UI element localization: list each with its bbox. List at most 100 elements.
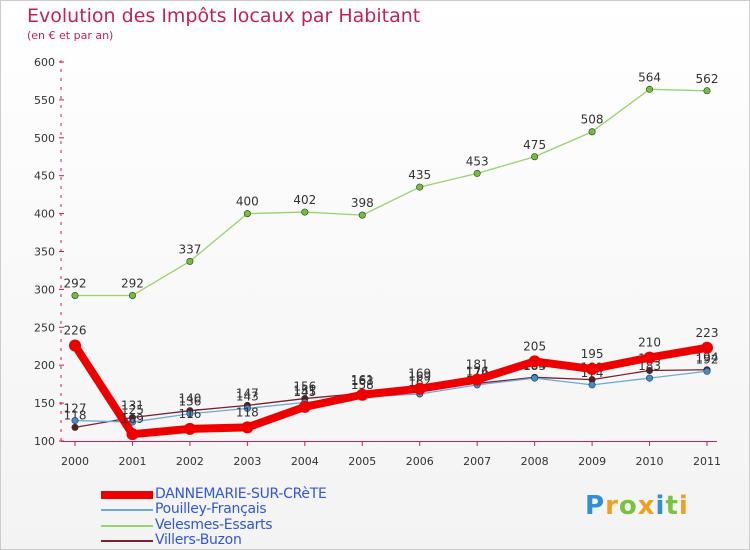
x-tick-label: 2002 [176,455,204,468]
series-line-dannemarie-sur-cr-te [71,341,711,439]
data-point [71,291,79,299]
y-tick-label: 350 [34,246,55,259]
data-point [646,367,654,375]
legend-label-villers: Villers-Buzon [155,532,242,548]
legend-label-velesmes: Velesmes-Essarts [155,517,273,533]
data-label: 292 [121,276,144,290]
data-point [128,291,136,299]
data-point [358,211,366,219]
data-label: 169 [408,367,431,381]
chart-title: Evolution des Impôts locaux par Habitant [27,5,421,27]
logo-letter: P [585,491,606,521]
data-label: 181 [466,358,489,372]
data-point [646,85,654,93]
y-tick-label: 600 [34,56,55,69]
data-label: 131 [121,399,144,413]
data-label: 435 [408,168,431,182]
data-point [588,381,596,389]
data-label: 143 [236,389,259,403]
data-point [646,374,654,382]
x-tick-label: 2007 [463,455,491,468]
series-line-velesmes-essarts [74,88,708,297]
data-label: 145 [293,385,316,399]
data-point [243,404,251,412]
data-point [471,373,484,386]
x-tick-label: 2000 [61,455,89,468]
data-label: 109 [121,412,144,426]
y-tick-label: 150 [34,397,55,410]
data-label: 402 [293,193,316,207]
data-label: 125 [121,403,144,417]
data-point [69,339,81,352]
logo-letter: i [655,491,666,521]
y-tick-label: 550 [34,94,55,107]
data-point [643,351,656,364]
data-label: 195 [581,347,604,361]
legend-item-villers[interactable]: Villers-Buzon [101,532,421,549]
data-point [241,421,254,434]
y-tick-label: 250 [34,321,55,334]
data-label: 151 [293,383,316,397]
legend-label-pouilley: Pouilley-Français [155,501,267,517]
legend-label-dannemarie: DANNEMARIE-SUR-CRèTE [155,486,327,502]
y-tick-label: 300 [34,283,55,296]
data-point [71,423,79,431]
legend-swatch-velesmes [101,525,153,527]
data-point [703,367,711,375]
data-point [531,153,539,161]
legend-item-dannemarie[interactable]: DANNEMARIE-SUR-CRèTE [101,486,421,503]
data-label: 136 [178,395,201,409]
data-label: 453 [466,154,489,168]
logo-letter: i [678,491,689,521]
data-point [413,382,426,395]
chart-subtitle: (en € et par an) [27,29,114,42]
series-velesmes-essarts: 292 292 337 400 402 398 435 453 475 508 564 562 [64,70,719,299]
data-point [356,388,369,401]
data-label: 205 [523,339,546,353]
legend-item-velesmes[interactable]: Velesmes-Essarts [101,517,421,534]
data-label: 400 [236,195,259,209]
x-tick-label: 2004 [291,455,319,468]
data-label: 156 [293,380,316,394]
data-label: 158 [351,378,374,392]
data-label: 398 [351,196,374,210]
data-point [301,208,309,216]
data-point [416,183,424,191]
proxiti-logo: Proxiti [585,491,689,521]
legend-swatch-dannemarie [101,491,153,499]
x-tick-label: 2001 [118,455,146,468]
data-label: 127 [64,402,87,416]
data-label: 161 [351,373,374,387]
data-point [531,374,539,382]
logo-letter: t [665,491,679,521]
data-label: 564 [638,70,661,84]
data-label: 226 [64,323,87,337]
data-label: 475 [523,138,546,152]
x-tick-label: 2003 [233,455,261,468]
data-label: 562 [696,72,719,86]
data-label: 337 [178,242,201,256]
x-tick-label: 2009 [578,455,606,468]
data-point [71,417,79,425]
series-line-villers-buzon [74,369,708,429]
data-point [298,400,311,413]
x-tick-label: 2010 [636,455,664,468]
data-label: 163 [351,374,374,388]
data-label: 194 [696,351,719,365]
data-point [186,410,194,418]
data-label: 116 [178,407,201,421]
legend-item-pouilley[interactable]: Pouilley-Français [101,501,421,518]
series-dannemarie-sur-cr-te: 226 109 116 118 145 161 169 181 205 195 210 223 [64,323,718,441]
logo-letter: o [618,491,638,521]
data-point [126,428,139,441]
y-tick-label: 200 [34,359,55,372]
x-tick-label: 2006 [406,455,434,468]
data-point [586,362,599,375]
data-label: 508 [581,113,604,127]
data-label: 118 [236,405,259,419]
x-tick-label: 2011 [693,455,721,468]
x-tick-label: 2008 [521,455,549,468]
legend-swatch-pouilley [101,509,153,511]
